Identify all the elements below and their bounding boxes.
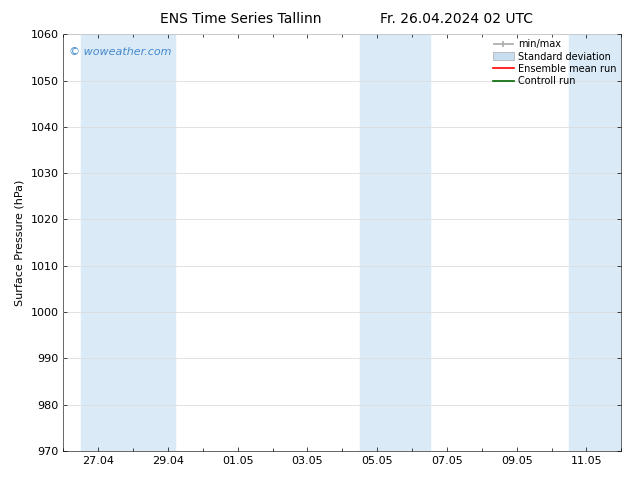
Legend: min/max, Standard deviation, Ensemble mean run, Controll run: min/max, Standard deviation, Ensemble me… xyxy=(491,37,618,88)
Text: ENS Time Series Tallinn: ENS Time Series Tallinn xyxy=(160,12,321,26)
Text: © woweather.com: © woweather.com xyxy=(69,47,171,57)
Bar xyxy=(359,34,429,451)
Bar xyxy=(569,34,621,451)
Bar xyxy=(81,34,175,451)
Text: Fr. 26.04.2024 02 UTC: Fr. 26.04.2024 02 UTC xyxy=(380,12,533,26)
Y-axis label: Surface Pressure (hPa): Surface Pressure (hPa) xyxy=(15,179,25,306)
